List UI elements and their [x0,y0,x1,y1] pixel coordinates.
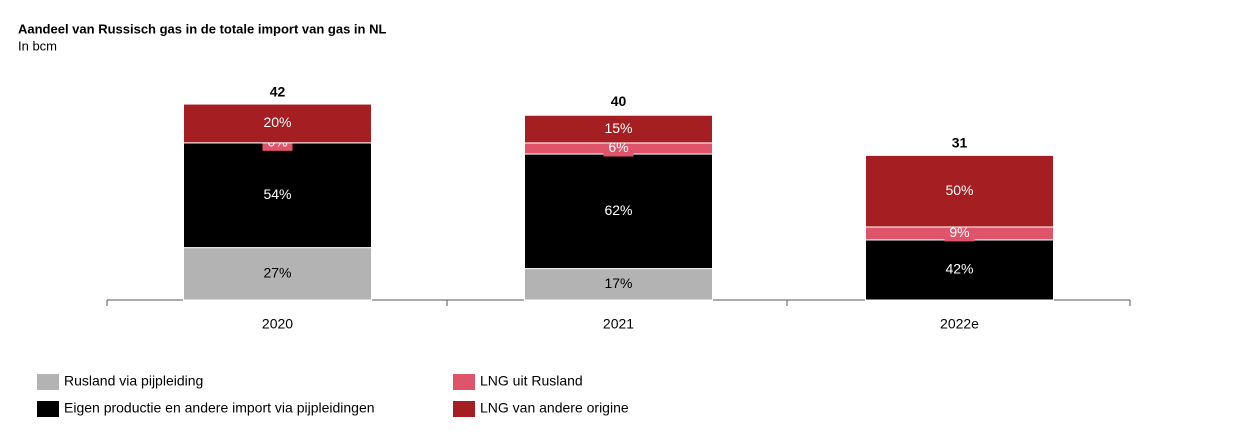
data-label: 9% [949,224,969,240]
total-label: 42 [270,84,286,100]
x-tick-label: 2022e [940,316,979,332]
legend-swatch [37,401,59,417]
chart-subtitle: In bcm [18,38,57,53]
data-label: 17% [604,275,632,291]
data-label: 15% [604,120,632,136]
bar-segment [183,103,372,144]
legend-label: LNG uit Rusland [480,373,583,389]
legend-swatch [37,374,59,390]
bar-segment [183,142,372,249]
data-label: 20% [263,114,291,130]
legend-label: Rusland via pijpleiding [64,373,203,389]
data-label: 50% [945,182,973,198]
legend-label: LNG van andere origine [480,400,629,416]
legend-label: Eigen productie en andere import via pij… [64,400,375,416]
data-label: 54% [263,186,291,202]
data-label: 42% [945,261,973,277]
label-background [944,225,975,242]
legend-swatch [453,374,475,390]
bar-segment [865,239,1054,301]
bar-segment [524,268,713,301]
x-tick-label: 2020 [262,316,293,332]
legend-swatch [453,401,475,417]
bar-segment [524,114,713,144]
total-label: 40 [611,93,627,109]
chart-title: Aandeel van Russisch gas in de totale im… [18,21,386,36]
bar-segment [524,153,713,270]
data-label: 62% [604,202,632,218]
data-label: 27% [263,265,291,281]
total-label: 31 [952,135,968,151]
bar-segment [865,154,1054,228]
bar-segment [183,247,372,301]
x-tick-label: 2021 [603,316,634,332]
label-background [603,140,634,157]
